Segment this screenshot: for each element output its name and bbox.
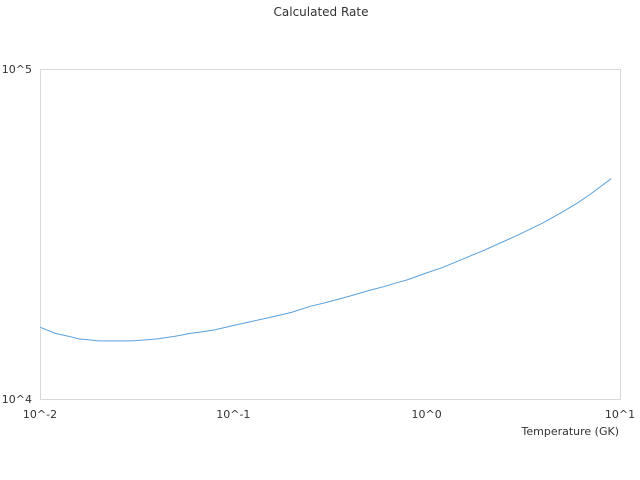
x-tick-label: 10^1 [605, 408, 635, 421]
chart-title: Calculated Rate [274, 5, 369, 19]
x-tick-label: 10^-2 [23, 408, 57, 421]
x-axis-ticks: 10^-2 10^-1 10^0 10^1 [23, 408, 635, 421]
x-axis-label: Temperature (GK) [521, 425, 620, 438]
series-layer [39, 178, 612, 342]
plot-area [40, 69, 621, 400]
y-axis-ticks: 10^4 10^5 [2, 63, 32, 406]
x-tick-label: 10^0 [412, 408, 442, 421]
y-tick-label: 10^4 [2, 393, 32, 406]
y-tick-label: 10^5 [2, 63, 32, 76]
series-line-0 [39, 178, 612, 342]
x-tick-label: 10^-1 [216, 408, 250, 421]
